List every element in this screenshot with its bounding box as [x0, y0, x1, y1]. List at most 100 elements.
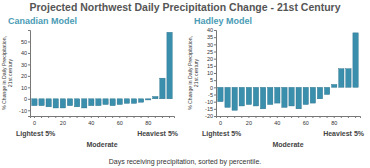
y-tick-mark	[214, 30, 216, 31]
y-tick: 20	[207, 56, 216, 62]
annotation: Lightest 5%	[16, 130, 56, 138]
y-tick-mark	[214, 116, 216, 117]
bar	[253, 87, 258, 106]
y-tick-mark	[28, 64, 30, 65]
x-tick-mark	[169, 116, 170, 118]
x-tick-mark	[48, 116, 49, 118]
bar	[124, 99, 129, 104]
x-tick	[320, 116, 321, 118]
y-tick-label: -20	[205, 113, 213, 119]
y-tick-label: 15	[207, 63, 213, 69]
y-tick-label: -10	[205, 99, 213, 105]
y-tick: 10	[21, 85, 30, 91]
x-tick: 80	[145, 116, 151, 126]
x-tick	[48, 116, 49, 118]
y-tick-mark	[214, 109, 216, 110]
x-tick-mark	[134, 116, 135, 118]
x-tick	[348, 116, 349, 118]
bar	[232, 87, 237, 110]
y-tick-mark	[28, 53, 30, 54]
x-tick	[77, 116, 78, 118]
y-tick: 10	[207, 70, 216, 76]
x-tick	[263, 116, 264, 118]
x-tick: 40	[88, 116, 94, 126]
bar	[317, 87, 322, 98]
x-tick	[256, 116, 257, 118]
x-tick-mark	[119, 116, 120, 118]
bar	[324, 87, 329, 94]
x-tick	[227, 116, 228, 118]
x-tick	[355, 116, 356, 118]
x-tick-label: 20	[246, 120, 252, 126]
panel-title: Canadian Model	[8, 16, 77, 26]
x-tick	[55, 116, 56, 118]
y-tick-label: 5	[210, 77, 213, 83]
x-tick: 60	[303, 116, 309, 126]
x-tick: 0	[219, 116, 222, 126]
y-tick-mark	[214, 66, 216, 67]
x-axis-line	[31, 117, 175, 119]
y-tick-label: -10	[19, 108, 27, 114]
y-tick-label: 0	[210, 85, 213, 91]
y-tick: 50	[21, 39, 30, 45]
y-tick-mark	[214, 102, 216, 103]
bar	[268, 87, 273, 104]
x-tick-mark	[248, 116, 249, 118]
bar	[218, 87, 223, 101]
y-tick-mark	[28, 41, 30, 42]
bar	[239, 87, 244, 106]
y-tick-mark	[28, 87, 30, 88]
y-tick: 5	[210, 77, 216, 83]
bar	[32, 99, 37, 106]
x-tick-mark	[227, 116, 228, 118]
bar	[131, 99, 136, 104]
x-tick-label: 40	[274, 120, 280, 126]
y-tick-label: 10	[207, 70, 213, 76]
bar	[289, 87, 294, 106]
y-tick-mark	[214, 73, 216, 74]
x-tick-mark	[263, 116, 264, 118]
x-tick: 40	[274, 116, 280, 126]
x-tick	[141, 116, 142, 118]
x-tick-label: 80	[331, 120, 337, 126]
y-tick: 0	[24, 96, 30, 102]
bar	[74, 99, 79, 107]
x-tick	[134, 116, 135, 118]
annotation: Moderate	[272, 141, 303, 148]
y-tick: -15	[205, 106, 216, 112]
y-tick-label: 25	[207, 49, 213, 55]
x-tick	[327, 116, 328, 118]
x-tick	[312, 116, 313, 118]
annotation: Heaviest 5%	[137, 130, 179, 137]
x-axis-title: Days receiving precipitation, sorted by …	[109, 158, 262, 166]
y-tick-label: -5	[208, 92, 213, 98]
y-axis: -1001020304050	[19, 31, 30, 117]
bar	[96, 99, 101, 106]
y-tick-label: 30	[21, 62, 27, 68]
x-tick: 60	[117, 116, 123, 126]
bar	[117, 99, 122, 105]
bar	[260, 87, 265, 109]
x-tick-mark	[141, 116, 142, 118]
x-tick-mark	[312, 116, 313, 118]
y-tick-mark	[214, 87, 216, 88]
y-tick-mark	[214, 37, 216, 38]
x-tick	[241, 116, 242, 118]
y-tick: 25	[207, 49, 216, 55]
x-tick-mark	[277, 116, 278, 118]
x-tick-mark	[126, 116, 127, 118]
bar	[353, 33, 358, 87]
bar	[275, 87, 280, 103]
x-tick-mark	[98, 116, 99, 118]
y-tick-mark	[214, 44, 216, 45]
y-axis-title-line: 21st century	[193, 58, 199, 87]
x-tick-mark	[62, 116, 63, 118]
x-tick-mark	[55, 116, 56, 118]
x-tick	[162, 116, 163, 118]
bars	[32, 32, 172, 108]
bar	[167, 32, 172, 99]
x-tick-mark	[291, 116, 292, 118]
x-tick-mark	[77, 116, 78, 118]
bar	[310, 87, 315, 103]
x-tick-mark	[105, 116, 106, 118]
